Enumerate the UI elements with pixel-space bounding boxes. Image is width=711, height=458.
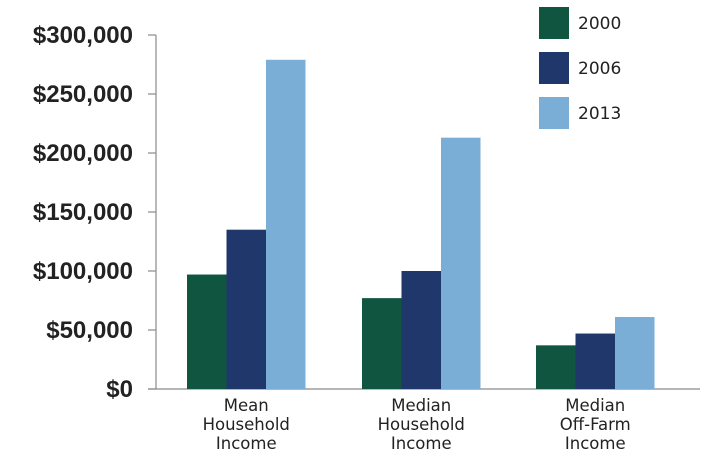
- x-tick-label: Median: [565, 396, 625, 415]
- bar-2000-2: [536, 345, 576, 389]
- x-tick-label: Income: [216, 434, 277, 453]
- x-tick-label: Median: [391, 396, 451, 415]
- bar-2013-2: [615, 317, 655, 389]
- bars: [187, 59, 655, 389]
- bar-2000-1: [362, 298, 402, 389]
- x-tick-label: Mean: [224, 396, 269, 415]
- x-tick-label: Income: [565, 434, 626, 453]
- bar-2006-1: [401, 271, 441, 389]
- legend-label: 2000: [578, 14, 621, 34]
- bar-2013-0: [266, 59, 306, 389]
- legend-swatch-2000: [539, 7, 569, 39]
- y-tick-label: $150,000: [33, 199, 133, 226]
- x-tick-label: Household: [378, 415, 465, 434]
- legend-swatch-2006: [539, 52, 569, 84]
- x-ticks: MeanHouseholdIncomeMedianHouseholdIncome…: [203, 396, 631, 453]
- y-tick-label: $50,000: [46, 317, 133, 344]
- bar-2006-2: [575, 333, 615, 389]
- bar-2000-0: [187, 274, 227, 389]
- y-tick-label: $250,000: [33, 81, 133, 108]
- y-ticks: $0 $50,000 $100,000 $150,000 $200,000 $250,00…: [33, 22, 156, 403]
- legend-label: 2013: [578, 104, 621, 124]
- y-tick-label: $200,000: [33, 140, 133, 167]
- y-tick-label: $0: [106, 376, 133, 403]
- x-tick-label: Household: [203, 415, 290, 434]
- legend-swatch-2013: [539, 97, 569, 129]
- legend: 2000 2006 2013: [539, 7, 621, 129]
- bar-2006-0: [226, 229, 266, 389]
- legend-label: 2006: [578, 59, 621, 79]
- y-tick-label: $100,000: [33, 258, 133, 285]
- bar-2013-1: [441, 137, 481, 389]
- y-tick-label: $300,000: [33, 22, 133, 49]
- x-tick-label: Income: [391, 434, 452, 453]
- x-tick-label: Off-Farm: [560, 415, 631, 434]
